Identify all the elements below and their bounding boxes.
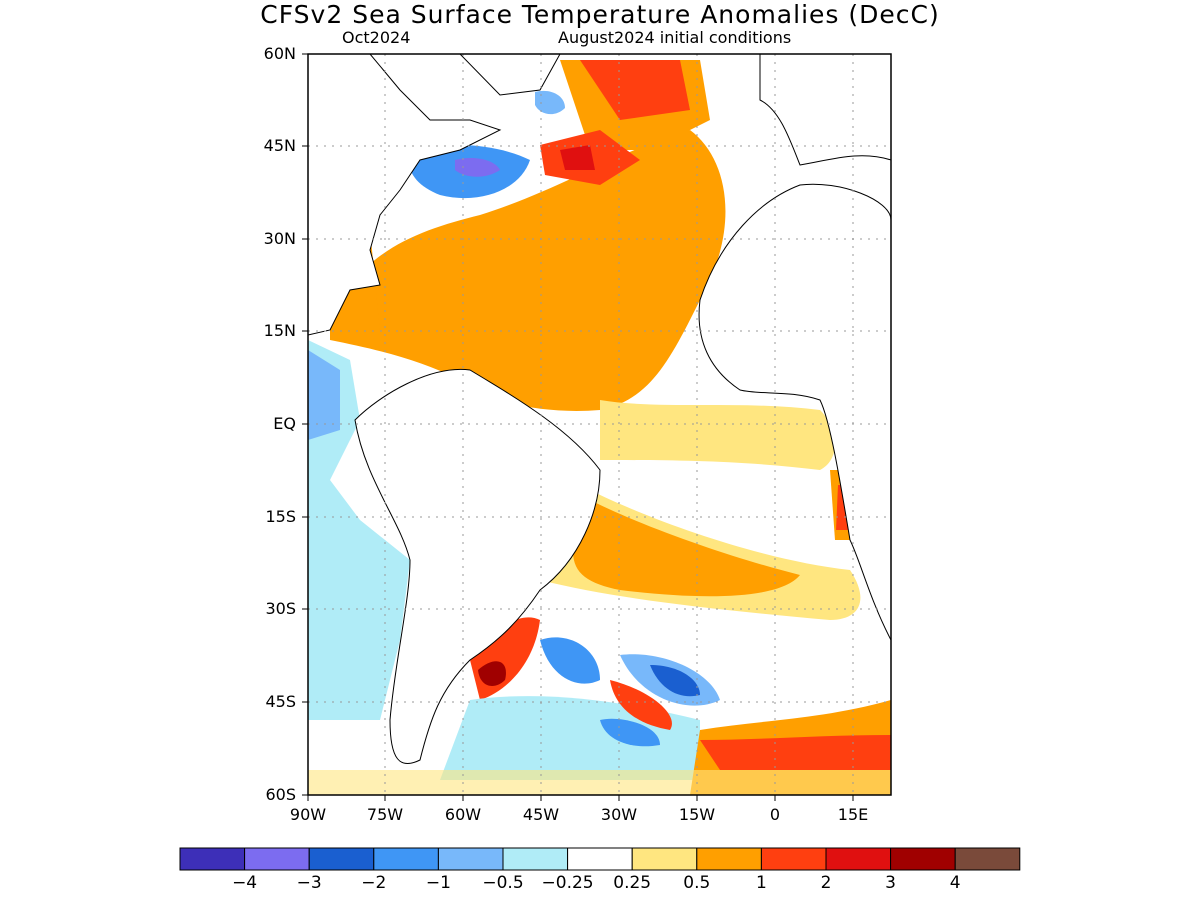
colorbar-label: −3 [296, 873, 322, 893]
lon-label-75w: 75W [366, 805, 404, 824]
map-title: CFSv2 Sea Surface Temperature Anomalies … [260, 0, 940, 29]
lat-label-15s: 15S [265, 507, 296, 526]
colorbar-swatch [631, 847, 698, 871]
colorbar-swatch [760, 847, 827, 871]
lat-label-45n: 45N [263, 136, 296, 155]
lon-label-0: 0 [769, 805, 781, 824]
colorbar-swatch [179, 847, 246, 871]
colorbar-swatch [696, 847, 762, 871]
lat-label-15n: 15N [263, 321, 296, 340]
colorbar-swatch [502, 847, 569, 871]
colorbar-swatch [567, 847, 633, 871]
graticule [308, 54, 891, 795]
south-america [354, 368, 601, 765]
lat-label-45s: 45S [265, 692, 296, 711]
tick-marks [302, 53, 854, 801]
colorbar-swatch [437, 847, 504, 871]
europe [759, 54, 891, 166]
colorbar-label: 1 [755, 873, 767, 893]
colorbar-label: 3 [885, 873, 896, 893]
colorbar-label: −0.5 [482, 873, 524, 893]
colorbar-label: 0.5 [683, 873, 711, 893]
colorbar-swatch [373, 847, 439, 871]
lon-label-45w: 45W [522, 805, 560, 824]
lat-label-eq: EQ [273, 414, 296, 433]
north-america [308, 54, 502, 336]
colorbar-label: −1 [425, 873, 451, 893]
greenland-tip [459, 54, 561, 96]
lat-label-60n: 60N [263, 44, 296, 63]
africa [698, 183, 891, 641]
colorbar-swatch [890, 847, 956, 871]
lat-label-30n: 30N [263, 229, 296, 248]
colorbar-label: −0.25 [541, 873, 594, 893]
lon-label-30w: 30W [600, 805, 638, 824]
lon-label-90w: 90W [289, 805, 327, 824]
colorbar-swatch [308, 847, 375, 871]
colorbar-swatch [244, 847, 310, 871]
lat-label-60s: 60S [265, 785, 296, 804]
initial-conditions: August2024 initial conditions [558, 28, 792, 47]
colorbar-swatch [954, 847, 1021, 871]
colorbar-label: 0.25 [613, 873, 652, 893]
colorbar [179, 847, 1021, 871]
colorbar-label: 4 [949, 873, 961, 893]
lon-label-15w: 15W [678, 805, 716, 824]
anomaly-field [308, 54, 891, 795]
colorbar-label: 2 [820, 873, 832, 893]
colorbar-swatch [825, 847, 892, 871]
colorbar-label: −2 [361, 873, 387, 893]
lon-label-15e: 15E [837, 805, 869, 824]
forecast-month: Oct2024 [342, 28, 411, 47]
lon-label-60w: 60W [444, 805, 482, 824]
lat-label-30s: 30S [265, 599, 296, 618]
colorbar-label: −4 [232, 873, 258, 893]
